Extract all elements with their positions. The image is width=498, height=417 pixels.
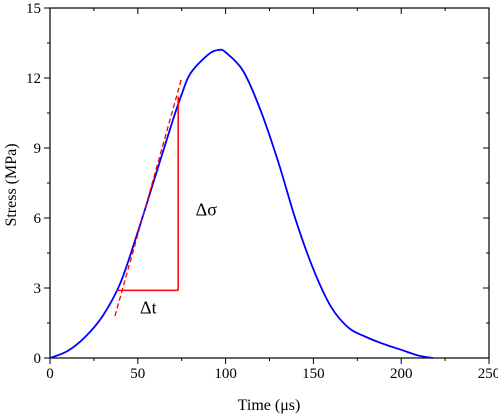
axes xyxy=(49,7,490,359)
y-tick-label: 6 xyxy=(34,211,42,227)
y-tick-label: 9 xyxy=(34,141,42,157)
y-tick-label: 0 xyxy=(34,351,42,367)
axis-ticks xyxy=(44,7,490,364)
labels: Time (μs) Stress (MPa) 0 50 100 150 200 250 0 3… xyxy=(3,1,498,414)
delta-sigma-label: Δσ xyxy=(196,200,218,220)
delta-t-label: Δt xyxy=(140,298,157,318)
x-tick-label: 250 xyxy=(478,366,498,382)
y-tick-label: 15 xyxy=(26,1,41,17)
x-axis-title: Time (μs) xyxy=(238,397,301,414)
x-tick-label: 50 xyxy=(130,366,145,382)
tangent-line xyxy=(114,77,183,317)
plot-area xyxy=(49,48,433,359)
y-tick-label: 3 xyxy=(34,281,42,297)
x-tick-label: 0 xyxy=(46,366,54,382)
x-tick-label: 150 xyxy=(302,366,325,382)
y-axis-title: Stress (MPa) xyxy=(3,143,20,226)
x-tick-label: 100 xyxy=(214,366,237,382)
stress-curve xyxy=(49,48,433,359)
plot-frame xyxy=(49,7,490,359)
x-tick-label: 200 xyxy=(390,366,413,382)
y-tick-label: 12 xyxy=(26,71,41,87)
